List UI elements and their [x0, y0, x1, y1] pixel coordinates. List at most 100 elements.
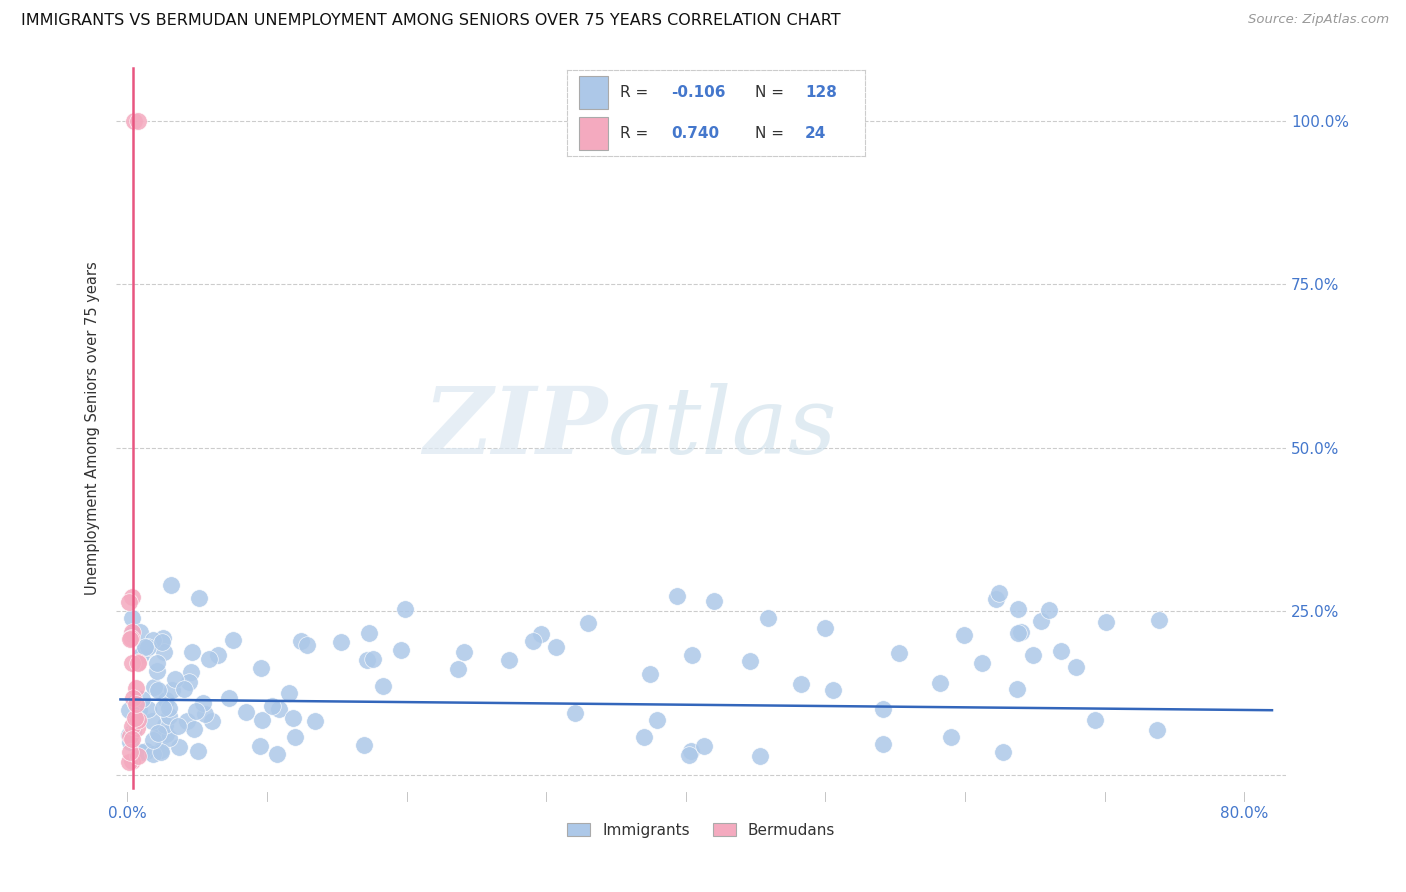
- Point: [142, 747, 165, 761]
- Point: [120, 631, 142, 645]
- Point: [447, 662, 470, 676]
- Point: [681, 744, 703, 758]
- Point: [121, 731, 143, 746]
- Text: IMMIGRANTS VS BERMUDAN UNEMPLOYMENT AMONG SENIORS OVER 75 YEARS CORRELATION CHAR: IMMIGRANTS VS BERMUDAN UNEMPLOYMENT AMON…: [21, 13, 841, 29]
- Point: [939, 730, 962, 744]
- Point: [790, 677, 813, 691]
- Point: [678, 747, 700, 762]
- Point: [188, 591, 211, 606]
- Point: [821, 683, 844, 698]
- Point: [198, 652, 221, 666]
- Point: [179, 674, 201, 689]
- Point: [127, 113, 149, 128]
- Point: [121, 657, 143, 671]
- Point: [125, 697, 148, 711]
- Point: [166, 719, 188, 733]
- Point: [121, 627, 143, 641]
- Point: [152, 700, 174, 714]
- Point: [267, 702, 290, 716]
- Point: [576, 615, 599, 630]
- Point: [353, 738, 375, 752]
- Point: [986, 592, 1008, 607]
- Point: [135, 744, 157, 758]
- Legend: Immigrants, Bermudans: Immigrants, Bermudans: [560, 815, 842, 846]
- Point: [498, 653, 520, 667]
- Point: [173, 681, 195, 696]
- Point: [1022, 648, 1045, 662]
- Point: [157, 731, 180, 746]
- Point: [1149, 613, 1171, 627]
- Point: [194, 706, 217, 721]
- Point: [152, 631, 174, 645]
- Point: [118, 595, 141, 609]
- Point: [121, 691, 143, 706]
- Text: atlas: atlas: [607, 383, 837, 473]
- Point: [121, 724, 143, 739]
- Text: ZIP: ZIP: [423, 383, 607, 473]
- Point: [738, 654, 761, 668]
- Point: [1038, 603, 1060, 617]
- Point: [163, 673, 186, 687]
- Point: [953, 628, 976, 642]
- Point: [453, 645, 475, 659]
- Point: [756, 610, 779, 624]
- Point: [152, 645, 174, 659]
- Point: [389, 643, 412, 657]
- Point: [993, 745, 1015, 759]
- Point: [546, 640, 568, 655]
- Point: [159, 578, 181, 592]
- Point: [249, 739, 271, 754]
- Point: [155, 693, 177, 707]
- Point: [146, 665, 169, 679]
- Point: [146, 657, 169, 671]
- Point: [1146, 723, 1168, 737]
- Point: [1007, 626, 1029, 640]
- Text: Source: ZipAtlas.com: Source: ZipAtlas.com: [1249, 13, 1389, 27]
- Point: [136, 702, 159, 716]
- Point: [522, 633, 544, 648]
- Point: [127, 713, 149, 727]
- Point: [121, 754, 143, 768]
- Point: [138, 640, 160, 655]
- Point: [222, 633, 245, 648]
- Point: [1031, 614, 1053, 628]
- Point: [638, 667, 661, 681]
- Point: [134, 640, 156, 654]
- Point: [218, 691, 240, 706]
- Point: [121, 611, 143, 625]
- Point: [142, 632, 165, 647]
- Point: [1010, 625, 1032, 640]
- Point: [278, 686, 301, 700]
- Point: [120, 745, 142, 759]
- Point: [361, 652, 384, 666]
- Point: [180, 665, 202, 680]
- Point: [150, 635, 173, 649]
- Point: [124, 711, 146, 725]
- Point: [131, 692, 153, 706]
- Point: [160, 682, 183, 697]
- Point: [120, 728, 142, 742]
- Point: [118, 728, 141, 742]
- Point: [120, 632, 142, 647]
- Y-axis label: Unemployment Among Seniors over 75 years: Unemployment Among Seniors over 75 years: [86, 261, 100, 595]
- Point: [564, 706, 586, 720]
- Point: [155, 727, 177, 741]
- Point: [167, 740, 190, 755]
- Point: [143, 680, 166, 694]
- Point: [176, 714, 198, 728]
- Point: [394, 602, 416, 616]
- Point: [124, 714, 146, 729]
- Point: [148, 683, 170, 698]
- Point: [118, 755, 141, 769]
- Point: [120, 735, 142, 749]
- Point: [665, 589, 688, 603]
- Point: [284, 730, 307, 744]
- Point: [201, 714, 224, 728]
- Point: [207, 648, 229, 662]
- Point: [157, 708, 180, 723]
- Point: [134, 643, 156, 657]
- Point: [150, 745, 173, 759]
- Point: [1066, 660, 1088, 674]
- Point: [1084, 713, 1107, 727]
- Point: [681, 648, 703, 662]
